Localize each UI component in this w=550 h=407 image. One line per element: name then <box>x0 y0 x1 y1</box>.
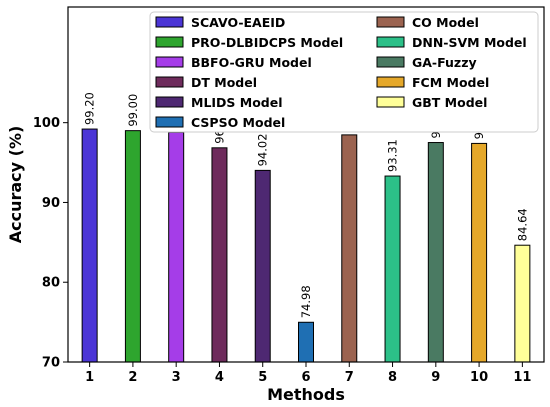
bar-6 <box>298 321 314 363</box>
x-tick-label: 3 <box>172 370 181 385</box>
legend-swatch <box>155 56 184 68</box>
x-tick-label: 9 <box>431 370 440 385</box>
x-tick-label: 5 <box>258 370 267 385</box>
x-tick-label: 6 <box>301 370 310 385</box>
x-tick-label: 7 <box>345 370 354 385</box>
bar-4 <box>211 147 228 363</box>
legend-label: CO Model <box>412 15 479 30</box>
x-tick-label: 1 <box>85 370 94 385</box>
x-tick-label: 10 <box>470 370 488 385</box>
legend-swatch <box>376 96 405 108</box>
legend-label: MLIDS Model <box>191 95 283 110</box>
y-tick-label: 70 <box>42 356 60 371</box>
legend-label: PRO-DLBIDCPS Model <box>191 35 343 50</box>
legend-label: DT Model <box>191 75 257 90</box>
bar-3 <box>168 131 185 363</box>
data-label-1: 99.20 <box>83 92 97 125</box>
y-tick-label: 100 <box>33 116 60 131</box>
bar-11 <box>514 244 531 363</box>
legend-label: DNN-SVM Model <box>412 35 527 50</box>
legend-swatch <box>155 116 184 128</box>
data-label-5: 94.02 <box>256 133 270 166</box>
legend-swatch <box>155 16 184 28</box>
legend-item: DT Model <box>155 75 257 90</box>
legend-label: GA-Fuzzy <box>412 55 477 70</box>
data-label-11: 84.64 <box>515 208 529 241</box>
x-tick-label: 2 <box>128 370 137 385</box>
legend-swatch <box>376 76 405 88</box>
legend-box <box>149 11 539 133</box>
bars-group: 99.2099.0098.7996.8594.0274.9898.4793.31… <box>81 92 531 363</box>
legend-label: FCM Model <box>412 75 489 90</box>
legend-item: CSPSO Model <box>155 115 285 130</box>
y-tick-label: 90 <box>42 196 60 211</box>
bar-2 <box>124 130 141 363</box>
data-label-2: 99.00 <box>126 94 140 127</box>
legend-swatch <box>155 36 184 48</box>
legend-swatch <box>376 16 405 28</box>
legend-item: GBT Model <box>376 95 487 110</box>
legend-item: BBFO-GRU Model <box>155 55 312 70</box>
x-tick-label: 11 <box>513 370 531 385</box>
legend-label: GBT Model <box>412 95 487 110</box>
legend-item: SCAVO-EAEID <box>155 15 285 30</box>
bar-9 <box>427 142 444 363</box>
legend-item: GA-Fuzzy <box>376 55 477 70</box>
x-axis-label: Methods <box>267 385 345 404</box>
legend: SCAVO-EAEID PRO-DLBIDCPS Model BBFO-GRU Mo… <box>149 11 539 133</box>
legend-swatch <box>155 76 184 88</box>
legend-item: CO Model <box>376 15 479 30</box>
legend-item: MLIDS Model <box>155 95 283 110</box>
bar-1 <box>81 128 98 363</box>
bar-7 <box>341 134 358 363</box>
legend-swatch <box>155 96 184 108</box>
y-tick-label: 80 <box>42 276 60 291</box>
legend-swatch <box>376 36 405 48</box>
legend-label: SCAVO-EAEID <box>191 15 285 30</box>
y-axis: 70 80 90 100 <box>33 116 68 371</box>
legend-swatch <box>376 56 405 68</box>
legend-item: PRO-DLBIDCPS Model <box>155 35 343 50</box>
bar-8 <box>384 175 401 363</box>
x-axis: 1 2 3 4 5 6 7 8 9 10 11 <box>85 362 531 385</box>
bar-10 <box>471 142 488 363</box>
legend-item: FCM Model <box>376 75 489 90</box>
data-label-8: 93.31 <box>386 139 400 172</box>
legend-item: DNN-SVM Model <box>376 35 527 50</box>
x-tick-label: 8 <box>388 370 397 385</box>
data-label-6: 74.98 <box>299 285 313 318</box>
x-tick-label: 4 <box>215 370 224 385</box>
bar-5 <box>254 169 271 363</box>
y-axis-label: Accuracy (%) <box>6 126 25 244</box>
legend-label: BBFO-GRU Model <box>191 55 312 70</box>
legend-label: CSPSO Model <box>191 115 285 130</box>
